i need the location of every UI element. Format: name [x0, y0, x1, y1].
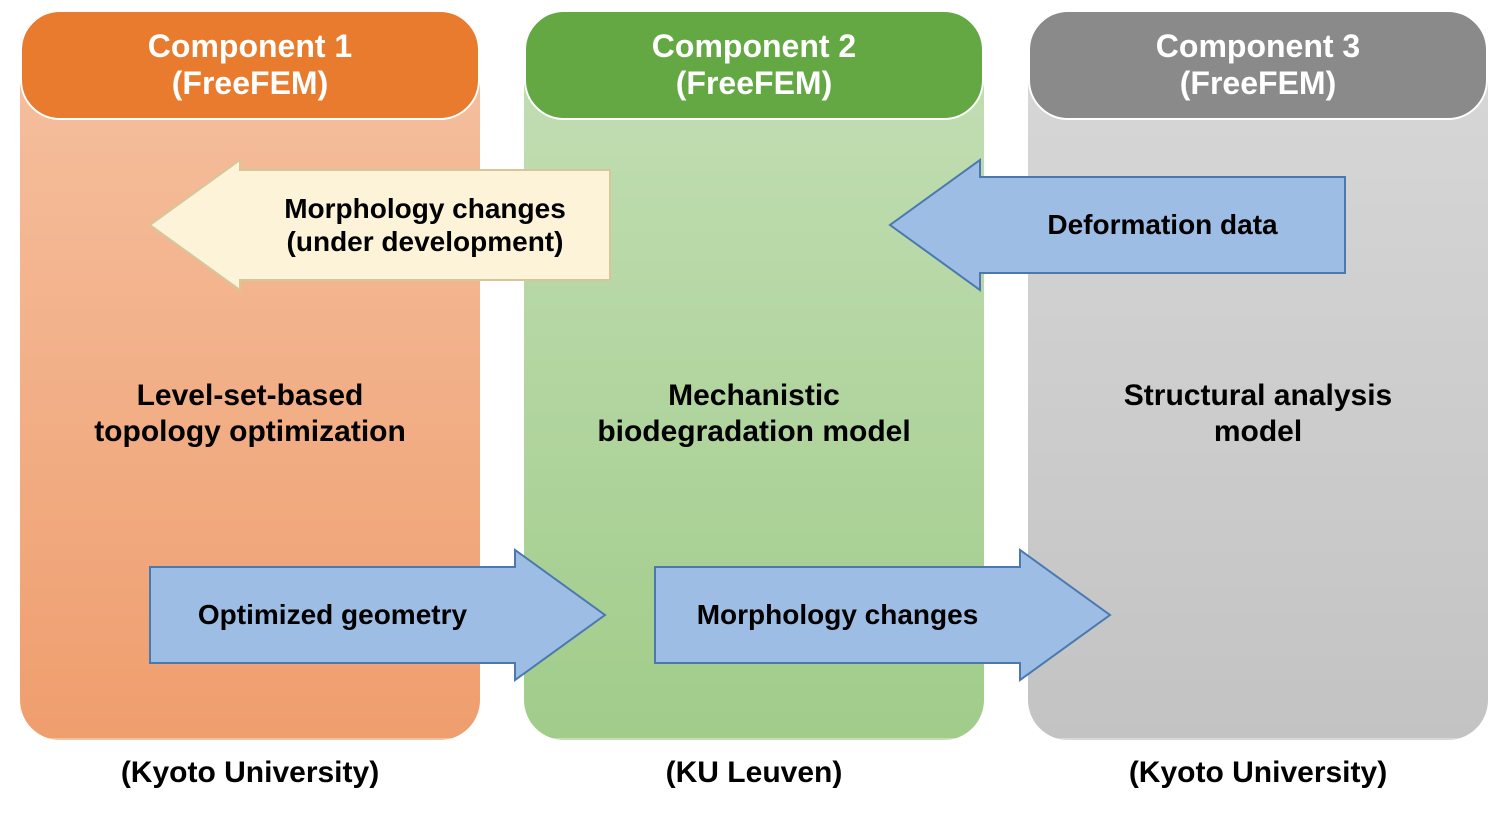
arrow-opt-geom-label: Optimized geometry [150, 598, 515, 632]
column-c2-body-text: Mechanisticbiodegradation model [524, 378, 984, 450]
column-c3-body-text: Structural analysismodel [1028, 378, 1488, 450]
column-c2-header-text: Component 2(FreeFEM) [652, 28, 856, 102]
column-c1-body-text: Level-set-basedtopology optimization [20, 378, 480, 450]
column-c3-header: Component 3(FreeFEM) [1028, 10, 1488, 120]
arrow-morph-dev-label: Morphology changes(under development) [240, 192, 610, 259]
column-c1-header-text: Component 1(FreeFEM) [148, 28, 352, 102]
column-c3-header-text: Component 3(FreeFEM) [1156, 28, 1360, 102]
column-c2-header: Component 2(FreeFEM) [524, 10, 984, 120]
column-c1-header: Component 1(FreeFEM) [20, 10, 480, 120]
column-c2-affiliation: (KU Leuven) [524, 756, 984, 790]
column-c3-affiliation: (Kyoto University) [1028, 756, 1488, 790]
arrow-morph-changes-label: Morphology changes [655, 598, 1020, 632]
arrow-deform-data-label: Deformation data [980, 208, 1345, 242]
column-c1-affiliation: (Kyoto University) [20, 756, 480, 790]
